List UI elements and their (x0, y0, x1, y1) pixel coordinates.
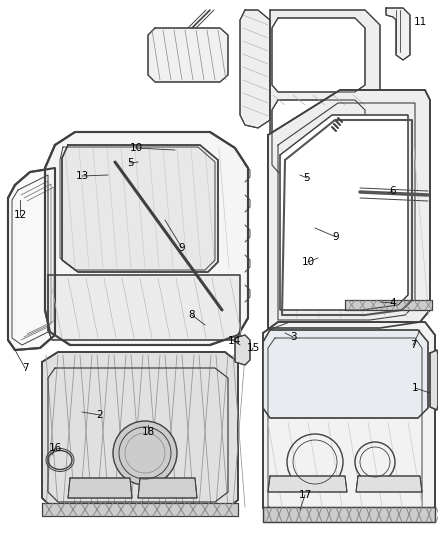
Polygon shape (45, 132, 248, 345)
Polygon shape (345, 300, 432, 310)
Polygon shape (268, 476, 347, 492)
Polygon shape (386, 8, 410, 60)
Circle shape (113, 421, 177, 485)
Text: 7: 7 (22, 363, 28, 373)
Polygon shape (8, 168, 55, 350)
Text: 4: 4 (390, 298, 396, 308)
Text: 14: 14 (227, 336, 240, 346)
Polygon shape (240, 10, 270, 128)
Text: 10: 10 (130, 143, 142, 153)
Polygon shape (263, 330, 428, 418)
Text: 2: 2 (97, 410, 103, 420)
Polygon shape (272, 18, 365, 92)
Polygon shape (280, 115, 408, 310)
Polygon shape (356, 476, 422, 492)
Polygon shape (235, 335, 250, 365)
Polygon shape (270, 10, 380, 180)
Text: 3: 3 (290, 332, 297, 342)
Text: 6: 6 (390, 186, 396, 196)
Text: 9: 9 (333, 232, 339, 242)
Polygon shape (148, 28, 228, 82)
Polygon shape (42, 352, 238, 510)
Polygon shape (268, 90, 430, 328)
Text: 16: 16 (48, 443, 62, 453)
Polygon shape (62, 145, 218, 272)
Text: 11: 11 (413, 17, 427, 27)
Text: 5: 5 (127, 158, 133, 168)
Text: 9: 9 (179, 243, 185, 253)
Polygon shape (263, 322, 435, 520)
Polygon shape (272, 100, 365, 172)
Text: 8: 8 (189, 310, 195, 320)
Polygon shape (430, 350, 438, 410)
Text: 15: 15 (246, 343, 260, 353)
Text: 5: 5 (304, 173, 310, 183)
Polygon shape (48, 275, 240, 340)
Text: 1: 1 (412, 383, 418, 393)
Polygon shape (68, 478, 132, 498)
Polygon shape (263, 507, 435, 522)
Text: 17: 17 (298, 490, 311, 500)
Text: 12: 12 (14, 210, 27, 220)
Text: 10: 10 (301, 257, 314, 267)
Polygon shape (42, 503, 238, 516)
Text: 7: 7 (410, 340, 416, 350)
Text: 13: 13 (75, 171, 88, 181)
Text: 18: 18 (141, 427, 155, 437)
Polygon shape (138, 478, 197, 498)
